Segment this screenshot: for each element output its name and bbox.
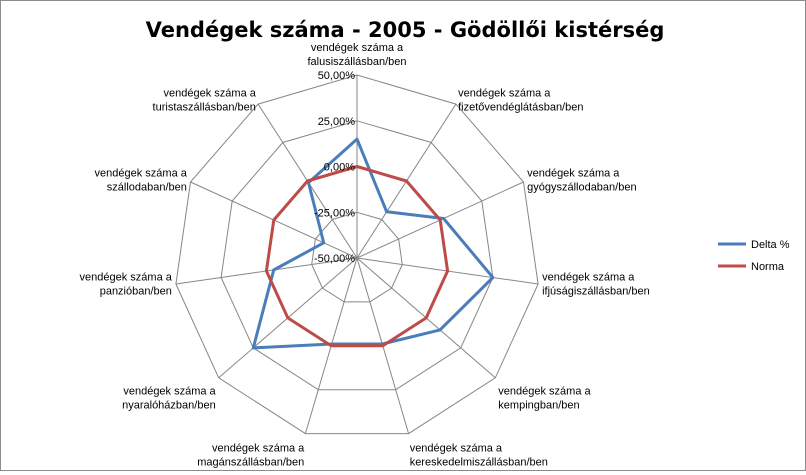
category-label-line: vendégek száma a — [527, 167, 620, 179]
category-label-line: vendégek száma a — [498, 386, 591, 398]
category-label-4: vendégek száma a kempingban/ben — [498, 386, 591, 412]
tick-label: 25,00% — [318, 116, 356, 128]
category-label-10: vendégek száma a turistaszállásban/ben — [153, 88, 257, 114]
tick-label: 0,00% — [324, 162, 355, 174]
category-label-line: gyógyszállodaban/ben — [527, 181, 636, 193]
category-label-line: szállodaban/ben — [107, 181, 187, 193]
category-label-6: vendégek száma a magánszállásban/ben — [197, 442, 305, 468]
category-label-line: falusiszállásban/ben — [307, 56, 406, 68]
radial-tick-labels: -50,00% -25,00% 0,00% 25,00% 50,00% — [314, 70, 355, 265]
series-line-1 — [264, 165, 450, 348]
category-label-8: vendégek száma a panzióban/ben — [80, 272, 173, 298]
category-label-line: nyaralóházban/ben — [122, 400, 216, 412]
category-label-1: vendégek száma a fizetővendéglátásban/ben — [458, 88, 583, 114]
grid-ring-2 — [220, 120, 494, 391]
category-label-line: vendégek száma a — [80, 272, 173, 284]
legend: Delta % Norma — [718, 239, 790, 273]
category-label-line: vendégek száma a — [212, 442, 305, 454]
category-label-line: turistaszállásban/ben — [153, 102, 256, 114]
chart-title: Vendégek száma - 2005 - Gödöllői kistérs… — [146, 18, 665, 42]
grid-ring-0 — [311, 211, 403, 303]
legend-label-0: Delta % — [751, 239, 790, 251]
category-label-line: kereskedelmiszállásban/ben — [410, 456, 548, 468]
category-label-line: vendégek száma a — [410, 442, 503, 454]
category-label-line: vendégek száma a — [95, 167, 188, 179]
category-label-5: vendégek száma a kereskedelmiszállásban/b… — [410, 442, 548, 468]
category-label-line: vendégek száma a — [164, 88, 257, 100]
tick-label: 50,00% — [318, 70, 356, 82]
radar-grid — [175, 74, 539, 435]
tick-label: -50,00% — [314, 253, 355, 265]
category-label-line: vendégek száma a — [542, 272, 635, 284]
grid-ring-3 — [175, 74, 539, 435]
category-label-line: vendégek száma a — [311, 42, 404, 54]
series-line-0 — [251, 137, 495, 350]
category-label-7: vendégek száma a nyaralóházban/ben — [122, 386, 216, 412]
series-layer — [251, 137, 495, 350]
category-label-line: fizetővendéglátásban/ben — [458, 102, 583, 114]
category-label-3: vendégek száma a ifjúságiszállásban/ben — [542, 272, 650, 298]
category-label-line: ifjúságiszállásban/ben — [542, 286, 650, 298]
category-label-9: vendégek száma a szállodaban/ben — [95, 167, 188, 193]
category-labels: vendégek száma a falusiszállásban/benvend… — [80, 42, 650, 468]
category-label-2: vendégek száma a gyógyszállodaban/ben — [527, 167, 636, 193]
category-label-line: vendégek száma a — [123, 386, 216, 398]
tick-label: -25,00% — [314, 207, 355, 219]
legend-label-1: Norma — [751, 261, 785, 273]
category-label-line: magánszállásban/ben — [197, 456, 304, 468]
category-label-line: kempingban/ben — [498, 400, 579, 412]
category-label-line: panzióban/ben — [100, 286, 172, 298]
category-label-0: vendégek száma a falusiszállásban/ben — [307, 42, 406, 68]
category-label-line: vendégek száma a — [458, 88, 551, 100]
